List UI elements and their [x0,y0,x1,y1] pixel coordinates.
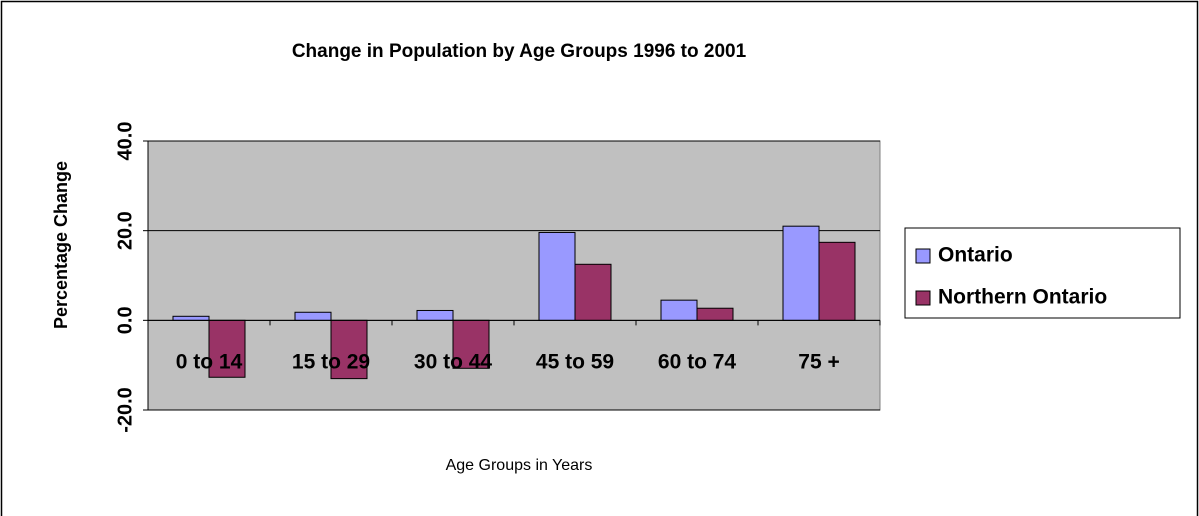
legend-label: Ontario [938,244,1013,267]
x-tick-label: 60 to 74 [658,351,737,374]
bar [782,225,820,321]
bar [330,319,368,380]
bar [574,263,612,321]
x-axis-title: Age Groups in Years [446,457,593,474]
plot-area [147,140,881,411]
bar [172,315,210,321]
legend-swatch [915,248,931,264]
legend-swatch [915,290,931,306]
bar [538,231,576,321]
chart-title: Change in Population by Age Groups 1996 … [292,41,747,62]
y-tick-label: 40.0 [114,122,136,161]
bar [416,309,454,321]
x-tick-label: 75 + [798,351,839,374]
y-axis-title: Percentage Change [51,161,71,329]
bar [294,311,332,321]
x-tick-label: 30 to 44 [414,351,493,374]
bar [660,299,698,321]
legend-label: Northern Ontario [938,286,1107,309]
y-tick-label: 20.0 [114,211,136,250]
x-tick-label: 45 to 59 [536,351,614,374]
x-tick-label: 15 to 29 [292,351,370,374]
x-tick-label: 0 to 14 [176,351,243,374]
legend [904,227,1181,319]
bar [696,307,734,321]
y-tick-label: 0.0 [114,306,136,334]
y-tick-label: -20.0 [114,387,136,433]
bar [452,319,490,369]
bar [818,241,856,321]
